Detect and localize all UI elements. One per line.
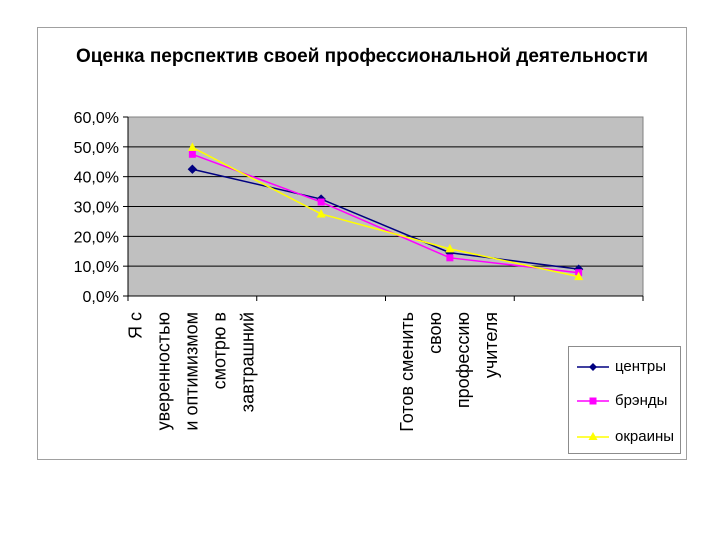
data-point [187,164,198,174]
y-tick-label: 0,0% [83,289,119,306]
y-tick-label: 10,0% [74,259,119,276]
legend-label-1: брэнды [615,392,668,409]
data-point [316,208,326,218]
data-point [188,150,196,158]
legend-swatch-0 [577,363,609,371]
data-point [317,198,325,206]
data-point [574,271,584,281]
x-tick-label: и оптимизмом [181,312,201,431]
legend-item-0: центры [575,357,680,377]
x-tick-label: уверенностью [153,312,173,430]
y-tick-label: 50,0% [74,140,119,157]
legend-item-2: окраины [575,427,680,447]
x-tick-label: смотрю в [209,312,229,389]
legend-swatch-2 [577,432,609,440]
data-point [187,142,197,151]
x-tick-label: учителя [481,312,501,378]
legend-label-2: окраины [615,428,675,445]
legend-label-0: центры [615,358,667,375]
data-point [445,243,455,253]
x-tick-label: Готов сменить [397,312,417,432]
y-tick-label: 20,0% [74,229,119,246]
y-tick-label: 30,0% [74,200,119,217]
legend-item-1: брэнды [575,391,680,411]
x-tick-label: завтрашний [237,312,257,412]
series-line-1 [192,153,579,274]
x-tick-label: профессию [453,312,473,408]
series-line-2 [192,146,579,278]
y-tick-label: 60,0% [74,110,119,127]
x-tick-label: свою [425,312,445,354]
legend: центры брэнды окраины [568,346,681,454]
x-tick-label: Я с [125,312,145,339]
y-tick-label: 40,0% [74,170,119,187]
data-point [446,254,454,262]
legend-swatch-1 [577,397,609,405]
series-line-0 [192,168,579,270]
chart-title: Оценка перспектив своей профессиональной… [75,46,649,67]
